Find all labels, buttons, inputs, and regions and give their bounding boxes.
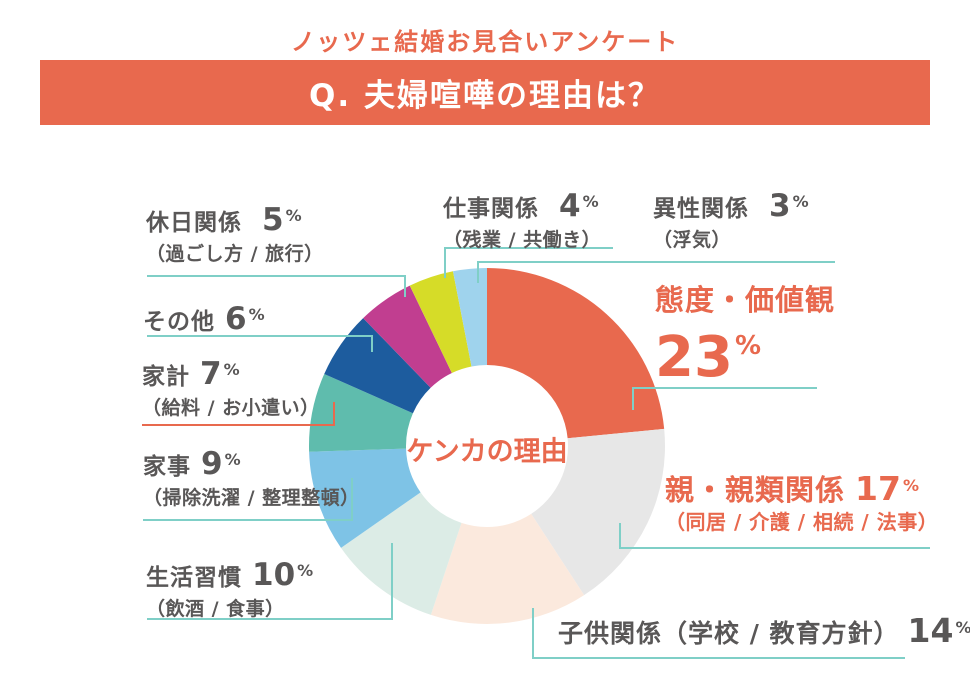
label-other: その他 6%: [143, 299, 265, 338]
chart-center-label: ケンカの理由: [406, 436, 568, 468]
donut-segment-3: [341, 492, 462, 615]
label-attitude: 態度・価値観 23%: [655, 283, 835, 387]
label-relatives-detail: （同居 / 介護 / 相続 / 法事）: [665, 510, 939, 534]
label-children: 子供関係（学校 / 教育方針） 14%: [558, 612, 970, 650]
label-attitude-main: 態度・価値観: [655, 283, 835, 317]
label-attitude-value: 23: [655, 325, 733, 390]
percent-sign: %: [248, 305, 265, 324]
label-children-main: 子供関係（学校 / 教育方針） 14%: [558, 612, 970, 650]
label-work: 仕事関係 4% （残業 / 共働き）: [443, 186, 601, 253]
label-relatives: 親・親類関係 17% （同居 / 介護 / 相続 / 法事）: [665, 469, 938, 535]
label-lifestyle-value: 10: [252, 557, 296, 593]
question-bar: Q. 夫婦喧嘩の理由は？: [40, 60, 930, 125]
leader-line-4: [143, 478, 353, 521]
percent-sign: %: [792, 192, 809, 211]
label-infidelity-name: 異性関係: [653, 196, 749, 222]
label-attitude-value-row: 23%: [655, 317, 835, 387]
label-infidelity-detail: （浮気）: [653, 229, 732, 251]
label-other-value: 6: [225, 301, 247, 337]
label-lifestyle-main: 生活習慣 10%: [146, 555, 313, 594]
percent-sign: %: [902, 476, 919, 495]
leader-line-3: [147, 543, 393, 620]
label-finances-name: 家計: [142, 364, 190, 390]
label-housework-main: 家事 9%: [143, 444, 360, 483]
label-finances-detail: （給料 / お小遣い）: [142, 397, 320, 419]
label-lifestyle-name: 生活習慣: [146, 565, 242, 591]
label-children-name: 子供関係（学校 / 教育方針）: [558, 619, 900, 648]
percent-sign: %: [734, 331, 761, 361]
donut-segment-6: [324, 318, 431, 414]
label-housework-detail: （掃除洗濯 / 整理整頓）: [143, 487, 360, 509]
label-holiday: 休日関係 5% （過ごし方 / 旅行）: [146, 200, 324, 267]
label-holiday-detail: （過ごし方 / 旅行）: [146, 243, 324, 265]
label-work-detail: （残業 / 共働き）: [443, 229, 602, 251]
percent-sign: %: [955, 618, 970, 637]
donut-segment-2: [430, 513, 585, 625]
leader-line-1: [619, 523, 930, 549]
donut-segment-5: [308, 373, 413, 452]
label-infidelity-value: 3: [769, 188, 791, 224]
percent-sign: %: [223, 360, 240, 379]
label-relatives-value: 17: [855, 469, 901, 508]
leader-line-5: [142, 402, 335, 426]
label-lifestyle: 生活習慣 10% （飲酒 / 食事）: [146, 555, 313, 622]
percent-sign: %: [224, 450, 241, 469]
label-holiday-value: 5: [262, 202, 284, 238]
percent-sign: %: [297, 561, 314, 580]
label-housework-value: 9: [201, 446, 223, 482]
leader-line-2: [532, 608, 905, 659]
label-housework-name: 家事: [143, 454, 191, 480]
label-children-value: 14: [907, 611, 954, 650]
donut-segment-1: [531, 428, 666, 596]
donut-segment-9: [452, 268, 487, 367]
leader-line-8: [444, 247, 613, 278]
percent-sign: %: [285, 206, 302, 225]
label-lifestyle-detail: （飲酒 / 食事）: [146, 598, 285, 620]
label-infidelity-main: 異性関係 3%: [653, 186, 809, 225]
label-holiday-name: 休日関係: [146, 210, 242, 236]
label-other-main: その他 6%: [143, 299, 265, 338]
label-relatives-main: 親・親類関係 17%: [665, 469, 938, 508]
donut-segment-7: [363, 285, 452, 388]
leader-line-6: [147, 335, 373, 352]
label-work-main: 仕事関係 4%: [443, 186, 601, 225]
percent-sign: %: [582, 192, 599, 211]
leader-line-9: [477, 261, 835, 283]
leader-line-7: [147, 275, 406, 297]
donut-segment-0: [487, 268, 665, 439]
label-other-name: その他: [143, 309, 215, 335]
donut-segment-8: [409, 271, 472, 374]
label-work-name: 仕事関係: [443, 196, 539, 222]
label-finances: 家計 7% （給料 / お小遣い）: [142, 354, 320, 421]
label-infidelity: 異性関係 3% （浮気）: [653, 186, 809, 253]
donut-segment-4: [309, 448, 421, 548]
survey-title: ノッツェ結婚お見合いアンケート: [290, 28, 680, 56]
label-work-value: 4: [559, 188, 581, 224]
question-text: Q. 夫婦喧嘩の理由は？: [309, 78, 661, 114]
label-attitude-name: 態度・価値観: [655, 283, 836, 317]
label-finances-value: 7: [200, 356, 222, 392]
label-finances-main: 家計 7%: [142, 354, 320, 393]
label-holiday-main: 休日関係 5%: [146, 200, 324, 239]
label-housework: 家事 9% （掃除洗濯 / 整理整頓）: [143, 444, 360, 511]
leader-line-0: [632, 387, 817, 410]
label-relatives-name: 親・親類関係: [665, 473, 846, 507]
